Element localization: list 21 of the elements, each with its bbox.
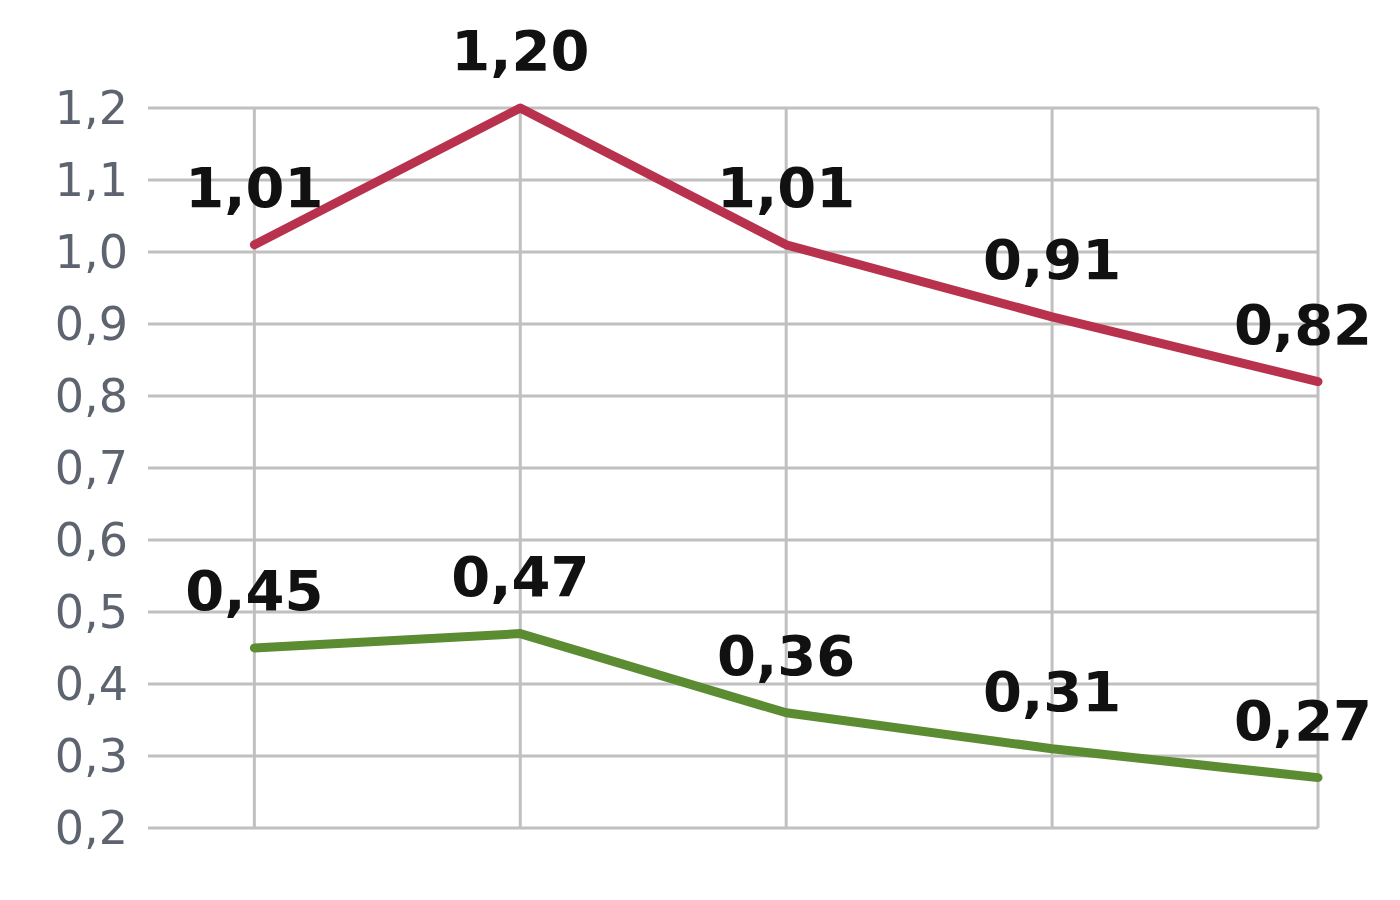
data-label: 1,01	[717, 154, 856, 220]
data-label: 0,47	[451, 543, 590, 609]
y-tick-label: 0,9	[54, 297, 128, 352]
data-label: 1,01	[185, 154, 324, 220]
y-tick-label: 1,1	[54, 153, 128, 208]
y-tick-label: 1,2	[54, 81, 128, 136]
data-label: 0,91	[983, 226, 1122, 292]
data-label: 0,45	[185, 558, 324, 623]
data-label: 0,36	[717, 622, 856, 688]
y-tick-label: 0,5	[54, 585, 128, 640]
data-label: 0,82	[1233, 291, 1373, 357]
y-tick-label: 0,6	[54, 513, 128, 568]
data-label: 0,27	[1233, 687, 1373, 753]
y-tick-label: 1,0	[54, 225, 128, 280]
y-tick-label: 0,4	[54, 657, 128, 712]
data-label: 1,20	[451, 18, 590, 83]
data-label: 0,31	[983, 658, 1122, 724]
y-tick-label: 0,2	[54, 801, 128, 856]
y-tick-label: 0,7	[54, 441, 128, 496]
y-tick-label: 0,3	[54, 729, 128, 784]
y-tick-label: 0,8	[54, 369, 128, 424]
